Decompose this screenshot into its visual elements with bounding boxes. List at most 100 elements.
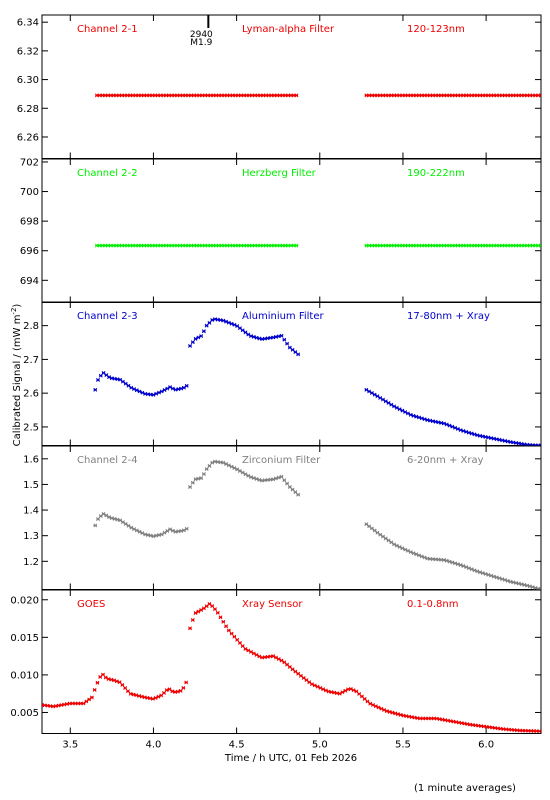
data-point xyxy=(109,516,114,521)
data-point xyxy=(240,644,245,649)
data-point xyxy=(489,436,494,441)
data-point xyxy=(434,716,439,721)
data-point xyxy=(184,680,189,685)
data-point xyxy=(98,373,103,378)
data-point xyxy=(218,615,223,620)
data-point xyxy=(249,475,253,480)
data-point xyxy=(150,696,155,701)
panel-frame xyxy=(41,158,542,303)
data-point xyxy=(483,572,488,576)
data-point xyxy=(511,440,516,445)
data-point xyxy=(101,511,106,516)
data-point xyxy=(307,680,312,685)
data-point xyxy=(246,332,251,337)
data-point xyxy=(235,637,240,642)
data-point xyxy=(395,712,400,717)
data-point xyxy=(126,383,131,388)
data-point xyxy=(417,415,421,420)
data-point xyxy=(290,487,295,492)
data-point xyxy=(196,609,201,614)
data-point xyxy=(503,577,507,582)
y-tick-label: 6.32 xyxy=(17,46,39,57)
data-point xyxy=(159,532,164,537)
data-point xyxy=(454,720,459,725)
data-point xyxy=(221,619,226,624)
y-tick-label: 702 xyxy=(20,157,39,168)
data-point xyxy=(285,341,290,346)
y-tick-label: 6.30 xyxy=(17,75,39,86)
data-point xyxy=(106,677,111,681)
data-point xyxy=(109,677,114,682)
data-point xyxy=(456,720,461,725)
data-point xyxy=(279,474,284,479)
data-point xyxy=(384,709,389,714)
data-point xyxy=(190,618,195,622)
data-point xyxy=(226,628,231,633)
data-point xyxy=(139,694,144,699)
data-point xyxy=(176,387,181,392)
data-point xyxy=(494,575,499,580)
data-point xyxy=(218,318,223,323)
data-point xyxy=(215,317,220,322)
data-point xyxy=(329,690,334,695)
data-point xyxy=(251,651,256,656)
y-tick-label: 694 xyxy=(20,276,39,287)
data-point xyxy=(237,641,242,645)
data-point xyxy=(383,399,388,404)
panel-4: 1.2 1.3 1.4 1.5 1.6 Channel 2-4 Zirconium Filt… xyxy=(23,445,542,590)
data-point xyxy=(190,340,195,345)
data-point xyxy=(112,376,117,381)
panel-channel-label: Channel 2-1 xyxy=(77,24,138,35)
data-point xyxy=(458,428,463,433)
series-markers xyxy=(94,93,541,98)
data-point xyxy=(436,420,441,425)
data-point xyxy=(126,523,131,528)
data-point xyxy=(448,719,453,724)
data-point xyxy=(201,472,206,476)
data-point xyxy=(539,93,541,98)
data-point xyxy=(475,569,480,574)
x-tick-label: 4.0 xyxy=(145,740,161,751)
y-axis-label-close: ) xyxy=(12,304,23,308)
data-point xyxy=(326,689,331,694)
panel-channel-label: Channel 2-3 xyxy=(77,311,138,322)
data-point xyxy=(408,412,413,417)
data-point xyxy=(120,520,125,525)
data-point xyxy=(451,719,456,724)
data-point xyxy=(472,432,477,437)
y-tick-label: 2.7 xyxy=(23,355,39,366)
data-point xyxy=(254,335,259,340)
data-point xyxy=(173,387,178,392)
panel-filter-label: Zirconium Filter xyxy=(242,455,321,466)
data-point xyxy=(539,443,541,446)
data-point xyxy=(199,334,204,338)
y-tick-label: 2.5 xyxy=(23,422,39,433)
data-point xyxy=(125,689,130,694)
data-point xyxy=(148,533,153,538)
data-point xyxy=(184,383,189,388)
data-point xyxy=(276,334,281,339)
data-point xyxy=(419,416,424,421)
data-point xyxy=(271,335,276,340)
y-axis-label: Calibrated Signal / (mW m-2) xyxy=(10,304,23,447)
panel-filter-label: Herzberg Filter xyxy=(242,168,317,179)
data-point xyxy=(491,574,496,579)
data-point xyxy=(199,476,204,481)
data-point xyxy=(425,418,430,422)
data-point xyxy=(123,381,128,386)
panel-band-label: 0.1-0.8nm xyxy=(407,599,459,610)
panel-frame xyxy=(41,445,542,590)
data-point xyxy=(232,634,237,639)
data-point xyxy=(443,718,448,723)
data-point xyxy=(164,688,169,693)
data-point xyxy=(101,672,105,677)
data-point xyxy=(459,721,464,726)
data-point xyxy=(503,438,507,443)
data-point xyxy=(115,377,120,382)
data-point xyxy=(519,441,524,446)
data-point xyxy=(516,441,521,446)
data-point xyxy=(536,586,541,590)
data-point xyxy=(522,442,527,446)
data-point xyxy=(378,395,383,400)
data-point xyxy=(188,343,192,348)
